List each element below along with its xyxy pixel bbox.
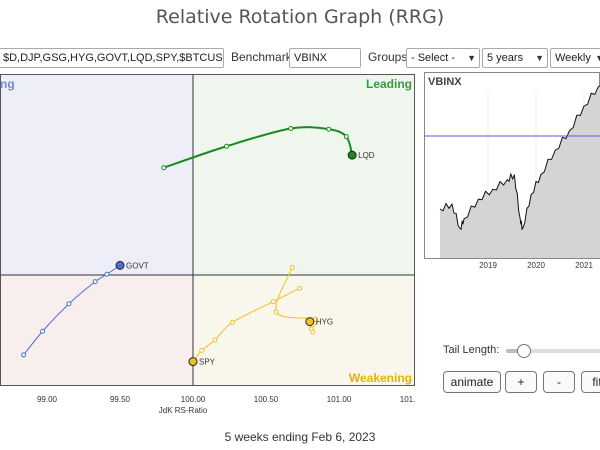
rrg-chart[interactable]: ng Leading Weakening LQD GOVT HYG SPY 99.00…	[0, 74, 425, 415]
marker-lqd[interactable]	[347, 150, 357, 160]
toolbar: $D,DJP,GSG,HYG,GOVT,LQD,SPY,$BTCUSD Benc…	[0, 44, 600, 70]
tail-point-hyg	[310, 329, 316, 335]
label-govt: GOVT	[126, 261, 149, 270]
tail-point-govt	[21, 352, 27, 358]
tail-length-slider-knob[interactable]	[516, 344, 531, 358]
tail-point-govt	[104, 271, 110, 277]
animate-button[interactable]: animate	[443, 371, 501, 393]
groups-select-value: - Select -	[411, 52, 456, 64]
label-spy: SPY	[199, 358, 216, 367]
groups-label: Groups:	[368, 50, 411, 64]
benchmark-input[interactable]: VBINX	[289, 48, 361, 68]
quadrant-label-leading: Leading	[366, 77, 412, 91]
chevron-down-icon: ▼	[595, 53, 600, 63]
tail-point-hyg	[273, 309, 279, 315]
plot-border	[0, 74, 415, 386]
quadrant-label-improving: ng	[0, 77, 15, 91]
quadrant-weakening	[193, 275, 415, 386]
tail-point-spy	[199, 347, 205, 353]
groups-select[interactable]: - Select - ▼	[406, 48, 480, 68]
benchmark-label: Benchmark:	[231, 50, 296, 64]
label-lqd: LQD	[358, 151, 375, 160]
x-axis-ticks: 99.00 99.50 100.00 100.50 101.00 101.50	[37, 395, 425, 404]
tail-point-govt	[40, 328, 46, 334]
page-title: Relative Rotation Graph (RRG)	[155, 6, 445, 28]
tail-point-hyg	[289, 265, 295, 271]
marker-hyg[interactable]	[305, 317, 315, 327]
x-axis-label: JdK RS-Ratio	[159, 406, 208, 414]
benchmark-mini-chart: VBINX 201920202021202	[424, 72, 600, 272]
mini-chart-title: VBINX	[428, 76, 462, 88]
frequency-select[interactable]: Weekly ▼	[550, 48, 600, 68]
tail-point-lqd	[224, 143, 230, 149]
tail-point-govt	[92, 279, 98, 285]
x-tick-label: 101.00	[327, 395, 352, 404]
symbols-input[interactable]: $D,DJP,GSG,HYG,GOVT,LQD,SPY,$BTCUSD	[0, 48, 224, 68]
marker-govt[interactable]	[115, 260, 125, 270]
mini-x-tick-label: 2020	[527, 261, 545, 270]
tail-point-spy	[297, 285, 303, 291]
tail-point-spy	[212, 337, 218, 343]
tail-length-label: Tail Length:	[443, 344, 500, 356]
marker-spy[interactable]	[188, 357, 198, 367]
tail-point-lqd	[288, 125, 294, 131]
zoom-out-button[interactable]: -	[543, 371, 575, 393]
tail-point-lqd	[326, 126, 332, 132]
tail-length-slider[interactable]	[506, 344, 600, 358]
quadrant-label-weakening: Weakening	[349, 371, 412, 385]
fit-button[interactable]: fit	[581, 371, 600, 393]
tail-point-spy	[270, 299, 276, 305]
chevron-down-icon: ▼	[467, 53, 476, 63]
chevron-down-icon: ▼	[535, 53, 544, 63]
period-select-value: 5 years	[487, 52, 524, 64]
x-tick-label: 101.50	[400, 395, 415, 404]
zoom-in-button[interactable]: +	[505, 371, 537, 393]
date-range-text: 5 weeks ending Feb 6, 2023	[224, 430, 376, 444]
quadrant-leading	[193, 74, 415, 275]
mini-chart-line	[439, 85, 600, 231]
quadrant-improving	[0, 74, 193, 275]
frequency-select-value: Weekly	[555, 52, 591, 64]
tail-point-govt	[66, 301, 72, 307]
tail-point-spy	[229, 319, 235, 325]
period-select[interactable]: 5 years ▼	[482, 48, 548, 68]
label-hyg: HYG	[316, 318, 333, 327]
mini-chart-area	[440, 86, 600, 258]
x-tick-label: 99.50	[110, 395, 131, 404]
rrg-series-group: LQD GOVT HYG SPY	[21, 125, 375, 367]
rrg-chart-svg: ng Leading Weakening LQD GOVT HYG SPY 99.00…	[0, 74, 425, 415]
x-tick-label: 100.50	[254, 395, 279, 404]
mini-chart-x-ticks: 201920202021202	[479, 261, 593, 270]
mini-x-tick-label: 2019	[479, 261, 497, 270]
tail-length-slider-fill	[506, 349, 523, 353]
tail-point-lqd	[161, 165, 167, 171]
tail-point-lqd	[343, 134, 349, 140]
benchmark-mini-chart-svg: VBINX 201920202021202	[424, 72, 600, 270]
x-tick-label: 99.00	[37, 395, 58, 404]
quadrant-lagging	[0, 275, 193, 386]
mini-x-tick-label: 2021	[575, 261, 593, 270]
x-tick-label: 100.00	[181, 395, 206, 404]
